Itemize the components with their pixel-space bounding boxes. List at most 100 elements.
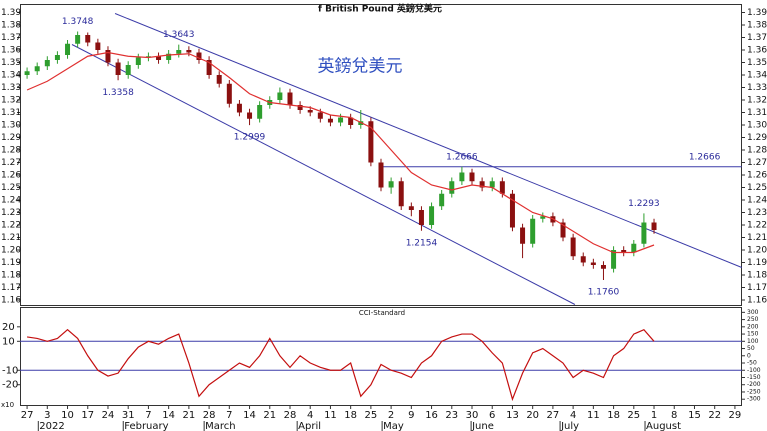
y-tick-label: 1.22 — [747, 221, 767, 231]
x-tick-label: 22 — [708, 410, 721, 421]
candle-body — [408, 206, 414, 210]
candle-body — [600, 265, 606, 269]
annotation: 1.3358 — [102, 88, 134, 98]
month-label: April — [298, 421, 321, 431]
x-tick-label: 21 — [263, 410, 276, 421]
watermark: 英鎊兌美元 — [318, 57, 403, 77]
candle-body — [145, 56, 151, 58]
y-tick-label: 1.26 — [747, 171, 767, 181]
y-tick-label: 20 — [2, 322, 15, 333]
x-tick-label: 25 — [627, 410, 640, 421]
annotation: 1.2666 — [446, 152, 478, 162]
month-label: 2022 — [39, 421, 64, 431]
month-label: July — [560, 421, 579, 431]
y-tick-label: 1.35 — [1, 58, 21, 68]
candle-body — [105, 50, 111, 63]
y2-tick-label: 50 — [747, 345, 755, 352]
x-tick-label: 27 — [547, 410, 560, 421]
candle-body — [348, 117, 354, 125]
candle-body — [560, 222, 566, 238]
y2-tick-label: -250 — [747, 388, 761, 395]
candle-body — [611, 250, 617, 269]
x-tick-label: 13 — [506, 410, 519, 421]
annotation: 1.3748 — [62, 17, 94, 27]
candle-body — [520, 227, 526, 244]
x-tick-label: 18 — [344, 410, 357, 421]
y-tick-label: 1.26 — [1, 171, 21, 181]
cci-line — [26, 328, 655, 402]
annotation: 1.3643 — [163, 30, 195, 40]
x-tick-label: 6 — [489, 410, 495, 421]
y2-tick-label: -50 — [747, 360, 757, 367]
y-tick-label: 1.33 — [1, 83, 21, 93]
y-tick-label: 1.37 — [1, 33, 21, 43]
y2-tick-label: 300 — [747, 309, 759, 316]
candle-body — [429, 206, 435, 225]
y-tick-label: 1.19 — [747, 258, 767, 268]
annotation: 1.2154 — [406, 238, 438, 248]
candle-body — [479, 181, 485, 188]
x-tick-label: 16 — [425, 410, 438, 421]
month-label: August — [646, 421, 681, 431]
y-tick-label: 1.16 — [1, 296, 21, 306]
y-tick-label: 1.18 — [747, 271, 767, 281]
trend-line — [114, 13, 742, 268]
candle-body — [439, 193, 445, 207]
y-tick-label: 1.37 — [747, 33, 767, 43]
y-tick-label: 1.28 — [747, 146, 767, 156]
candle-body — [166, 53, 172, 60]
candle-body — [459, 172, 465, 182]
candle-body — [530, 218, 536, 244]
candle-body — [65, 43, 71, 55]
y-tick-label: 1.24 — [1, 196, 21, 206]
x-tick-label: 15 — [688, 410, 701, 421]
y-tick-label: 1.27 — [747, 158, 767, 168]
candle-body — [489, 181, 495, 188]
y-tick-label: 1.27 — [1, 158, 21, 168]
x-tick-label: 8 — [671, 410, 677, 421]
x-tick-label: 25 — [365, 410, 378, 421]
y-tick-label: 1.30 — [747, 121, 767, 131]
candle-body — [125, 65, 131, 75]
y-tick-label: 1.34 — [1, 71, 21, 81]
candle-body — [186, 50, 192, 53]
y2-tick-label: 100 — [747, 338, 759, 345]
month-label: February — [124, 421, 168, 431]
candle-body — [287, 92, 293, 105]
candle-body — [509, 193, 515, 228]
y-tick-label: 1.30 — [1, 121, 21, 131]
y-tick-label: 1.25 — [1, 183, 21, 193]
y-tick-label: 1.20 — [747, 246, 767, 256]
x-tick-label: 10 — [61, 410, 74, 421]
x-tick-label: 3 — [44, 410, 50, 421]
x-tick-label: 11 — [324, 410, 337, 421]
y-tick-label: 1.38 — [747, 21, 767, 31]
y-tick-label: 1.19 — [1, 258, 21, 268]
candle-body — [388, 181, 394, 188]
candle-body — [277, 92, 283, 100]
annotation: 1.1760 — [588, 288, 620, 298]
x-tick-label: 11 — [587, 410, 600, 421]
x-tick-label: 1 — [651, 410, 657, 421]
candle-body — [327, 118, 333, 123]
y-tick-label: 1.31 — [747, 108, 767, 118]
y-tick-label: 1.28 — [1, 146, 21, 156]
x-tick-label: 18 — [607, 410, 620, 421]
x-tick-label: 30 — [466, 410, 479, 421]
candle-body — [34, 66, 40, 72]
y-tick-label: 1.18 — [1, 271, 21, 281]
price-panel — [20, 4, 742, 306]
y-tick-label: 1.32 — [747, 96, 767, 106]
moving-average — [26, 51, 655, 254]
candle-body — [24, 71, 30, 75]
y-tick-label: 1.39 — [1, 8, 21, 18]
y-tick-label: 1.34 — [747, 71, 767, 81]
candle-body — [257, 105, 263, 119]
y-tick-label: 1.25 — [747, 183, 767, 193]
candle-body — [95, 42, 101, 50]
x-tick-label: 23 — [445, 410, 458, 421]
x-tick-label: 21 — [183, 410, 196, 421]
y-tick-label: 1.29 — [747, 133, 767, 143]
x-tick-label: 4 — [307, 410, 313, 421]
x-tick-label: 4 — [570, 410, 576, 421]
